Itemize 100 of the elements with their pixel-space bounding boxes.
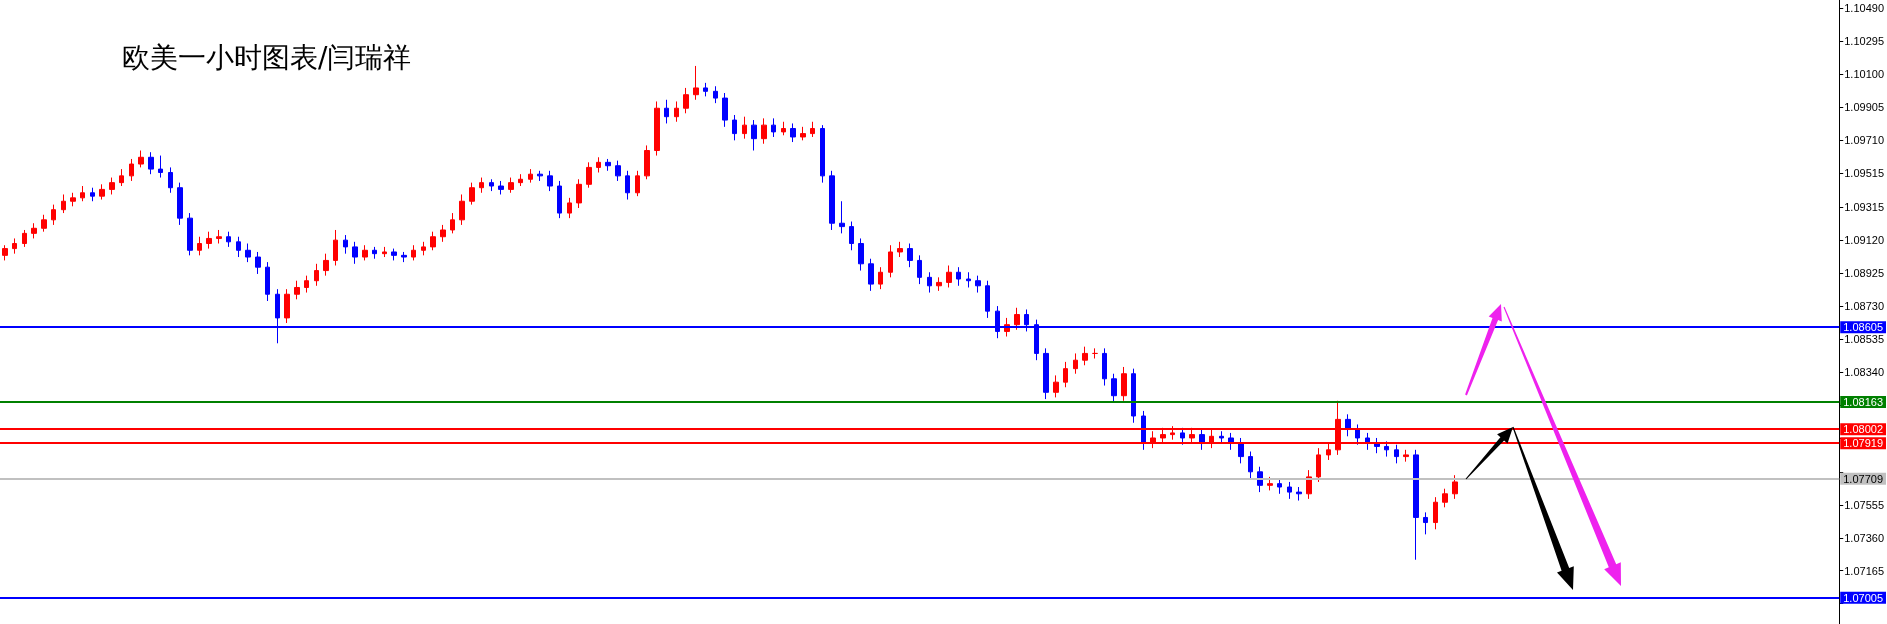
candlestick — [1043, 347, 1049, 400]
candlestick — [343, 234, 348, 255]
y-tick-label: 1.07360 — [1844, 531, 1884, 544]
ref-line-label: 1.07709 — [1843, 472, 1883, 485]
candlestick — [440, 224, 446, 243]
candlestick — [956, 266, 961, 287]
candlestick — [1403, 449, 1409, 463]
candlestick — [907, 243, 913, 268]
y-tick-label: 1.07165 — [1844, 564, 1884, 577]
candlestick — [664, 99, 669, 124]
candlestick — [22, 229, 27, 248]
candlestick — [333, 229, 338, 266]
candlestick — [323, 253, 329, 277]
candlestick — [489, 178, 494, 192]
ref-line-label: 1.07919 — [1843, 437, 1883, 450]
candlestick — [654, 100, 660, 157]
candlestick — [800, 126, 806, 141]
candlestick — [129, 158, 134, 182]
candlestick — [51, 204, 56, 226]
candlestick — [868, 258, 874, 292]
candlestick — [537, 170, 543, 182]
candlestick — [810, 121, 815, 138]
candlestick — [459, 193, 465, 226]
candlestick — [829, 170, 835, 231]
ref-line-label: 1.08002 — [1843, 423, 1883, 436]
candlestick — [839, 200, 845, 234]
candlestick — [304, 275, 309, 294]
candlestick — [625, 170, 630, 201]
y-tick-label: 1.09515 — [1844, 167, 1884, 180]
candlestick — [401, 251, 407, 263]
candlestick — [518, 173, 523, 187]
candlestick — [61, 193, 66, 214]
candlestick — [1316, 447, 1321, 483]
candlestick — [644, 144, 650, 180]
candlestick — [1102, 347, 1107, 387]
candlestick — [430, 231, 436, 251]
y-tick-label: 1.09315 — [1844, 201, 1884, 214]
candlestick — [421, 241, 426, 256]
candlestick — [722, 92, 728, 128]
candlestick — [975, 275, 981, 294]
candlestick — [1433, 496, 1438, 530]
candlestick — [966, 271, 971, 288]
candlestick — [936, 276, 942, 292]
candlestick — [2, 244, 8, 261]
candlestick — [1219, 430, 1224, 444]
candlestick — [90, 187, 95, 202]
candlestick — [168, 166, 173, 194]
candlestick — [1082, 346, 1088, 366]
candlestick — [1141, 410, 1146, 451]
candlestick — [820, 124, 825, 184]
candlestick — [1131, 368, 1136, 424]
candlestick — [1296, 486, 1302, 502]
candlestick — [742, 116, 747, 140]
candlestick — [362, 244, 368, 261]
candlestick — [897, 241, 903, 258]
candlestick — [732, 114, 737, 141]
candlestick — [703, 82, 708, 97]
candlestick — [80, 185, 85, 202]
candlestick — [781, 121, 786, 136]
candlestick — [1073, 352, 1078, 375]
text: 欧美一小时图表/闫瑞祥 — [122, 40, 412, 74]
candlestick — [352, 241, 358, 265]
candlestick — [382, 246, 387, 258]
candlestick — [1423, 511, 1428, 535]
candlestick — [1442, 488, 1448, 508]
candlestick — [547, 170, 553, 192]
candlestick — [567, 197, 572, 219]
candlestick — [849, 221, 854, 251]
candlestick — [391, 248, 397, 261]
y-tick-label: 1.08925 — [1844, 267, 1884, 280]
candlestick — [683, 87, 689, 114]
candlestick — [1014, 307, 1020, 331]
candlestick — [1287, 481, 1292, 500]
candlestick — [411, 244, 416, 261]
y-tick-label: 1.08535 — [1844, 333, 1884, 346]
candlestick — [605, 158, 611, 172]
candlestick — [450, 212, 455, 234]
candlestick — [508, 177, 514, 194]
candlestick — [1111, 373, 1117, 403]
candlestick — [693, 65, 699, 101]
candlestick — [1277, 478, 1282, 495]
candlestick — [596, 156, 601, 173]
candlestick — [586, 161, 592, 189]
candlestick — [1180, 427, 1185, 446]
candlestick — [888, 244, 893, 278]
candlestick — [1199, 429, 1205, 451]
ref-line-label: 1.07005 — [1843, 591, 1883, 604]
candlestick — [1267, 476, 1273, 491]
candlestick — [917, 254, 922, 285]
candlestick — [41, 214, 47, 233]
candlestick — [635, 170, 640, 197]
candlestick — [528, 168, 533, 184]
candlestick — [70, 192, 76, 207]
candlestick — [119, 168, 124, 187]
candlestick — [1063, 361, 1068, 388]
candlestick — [187, 212, 193, 256]
candlestick — [206, 231, 212, 250]
candlestick — [109, 177, 115, 195]
candlestick — [985, 280, 990, 319]
candlestick — [314, 263, 319, 287]
